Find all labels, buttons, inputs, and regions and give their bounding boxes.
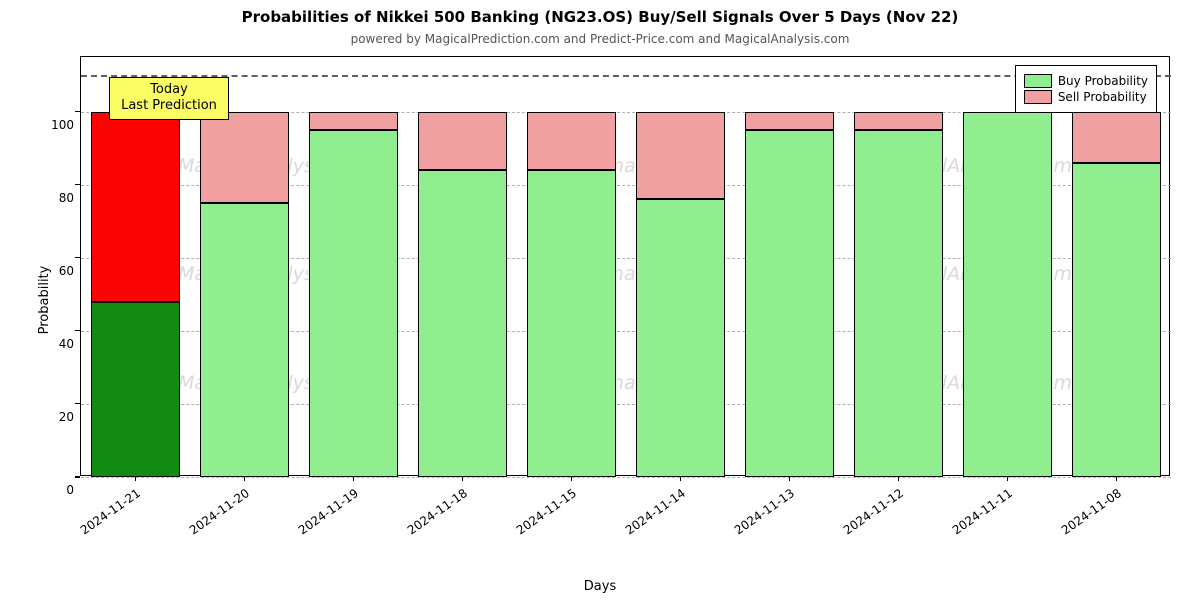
x-tick-mark: [789, 476, 791, 481]
plot-area: MagicalAnalysis.comMagicalAnalysis.comMa…: [80, 56, 1170, 476]
annotation-line2: Last Prediction: [118, 98, 220, 114]
chart-title: Probabilities of Nikkei 500 Banking (NG2…: [0, 8, 1200, 26]
legend-swatch: [1024, 90, 1052, 104]
y-tick-label: 80: [34, 191, 74, 205]
x-tick-label: 2024-11-14: [680, 486, 688, 497]
x-tick-mark: [898, 476, 900, 481]
annotation-line1: Today: [118, 82, 220, 98]
x-tick-label: 2024-11-20: [244, 486, 252, 497]
bar-buy: [200, 203, 289, 477]
y-tick-mark: [75, 403, 80, 405]
x-tick-mark: [571, 476, 573, 481]
x-tick-mark: [135, 476, 137, 481]
figure: Probabilities of Nikkei 500 Banking (NG2…: [0, 0, 1200, 600]
y-tick-label: 40: [34, 337, 74, 351]
y-tick-mark: [75, 111, 80, 113]
x-tick-label: 2024-11-19: [353, 486, 361, 497]
legend-swatch: [1024, 74, 1052, 88]
y-tick-label: 20: [34, 410, 74, 424]
x-tick-label: 2024-11-15: [571, 486, 579, 497]
y-tick-mark: [75, 476, 80, 478]
x-tick-mark: [462, 476, 464, 481]
legend-label: Buy Probability: [1058, 74, 1148, 88]
bar-buy: [418, 170, 507, 477]
chart-subtitle: powered by MagicalPrediction.com and Pre…: [0, 32, 1200, 46]
legend-item: Buy Probability: [1024, 74, 1148, 88]
legend: Buy Probability Sell Probability: [1015, 65, 1157, 113]
y-tick-label: 100: [34, 118, 74, 132]
legend-item: Sell Probability: [1024, 90, 1148, 104]
x-tick-label: 2024-11-08: [1116, 486, 1124, 497]
today-annotation: Today Last Prediction: [109, 77, 229, 120]
y-tick-mark: [75, 257, 80, 259]
x-tick-label: 2024-11-18: [462, 486, 470, 497]
y-tick-mark: [75, 184, 80, 186]
bar-sell: [1072, 112, 1161, 163]
x-tick-mark: [1007, 476, 1009, 481]
y-tick-label: 60: [34, 264, 74, 278]
x-tick-mark: [1116, 476, 1118, 481]
bar-buy: [745, 130, 834, 477]
bar-sell: [527, 112, 616, 170]
y-tick-mark: [75, 330, 80, 332]
x-tick-mark: [244, 476, 246, 481]
bar-buy: [963, 112, 1052, 477]
bar-buy: [91, 302, 180, 477]
bar-buy: [854, 130, 943, 477]
bar-buy: [527, 170, 616, 477]
x-tick-label: 2024-11-12: [898, 486, 906, 497]
bar-sell: [636, 112, 725, 200]
x-tick-label: 2024-11-13: [789, 486, 797, 497]
bar-sell: [309, 112, 398, 130]
x-tick-mark: [680, 476, 682, 481]
x-axis-label: Days: [584, 579, 616, 594]
reference-line: [81, 75, 1171, 77]
bar-sell: [854, 112, 943, 130]
y-tick-label: 0: [34, 483, 74, 497]
bar-sell: [91, 112, 180, 302]
x-tick-mark: [353, 476, 355, 481]
bar-sell: [745, 112, 834, 130]
legend-label: Sell Probability: [1058, 90, 1147, 104]
bar-buy: [1072, 163, 1161, 477]
x-tick-label: 2024-11-11: [1007, 486, 1015, 497]
bar-sell: [418, 112, 507, 170]
x-tick-label: 2024-11-21: [135, 486, 143, 497]
bar-buy: [636, 199, 725, 477]
bar-buy: [309, 130, 398, 477]
bar-sell: [200, 112, 289, 203]
